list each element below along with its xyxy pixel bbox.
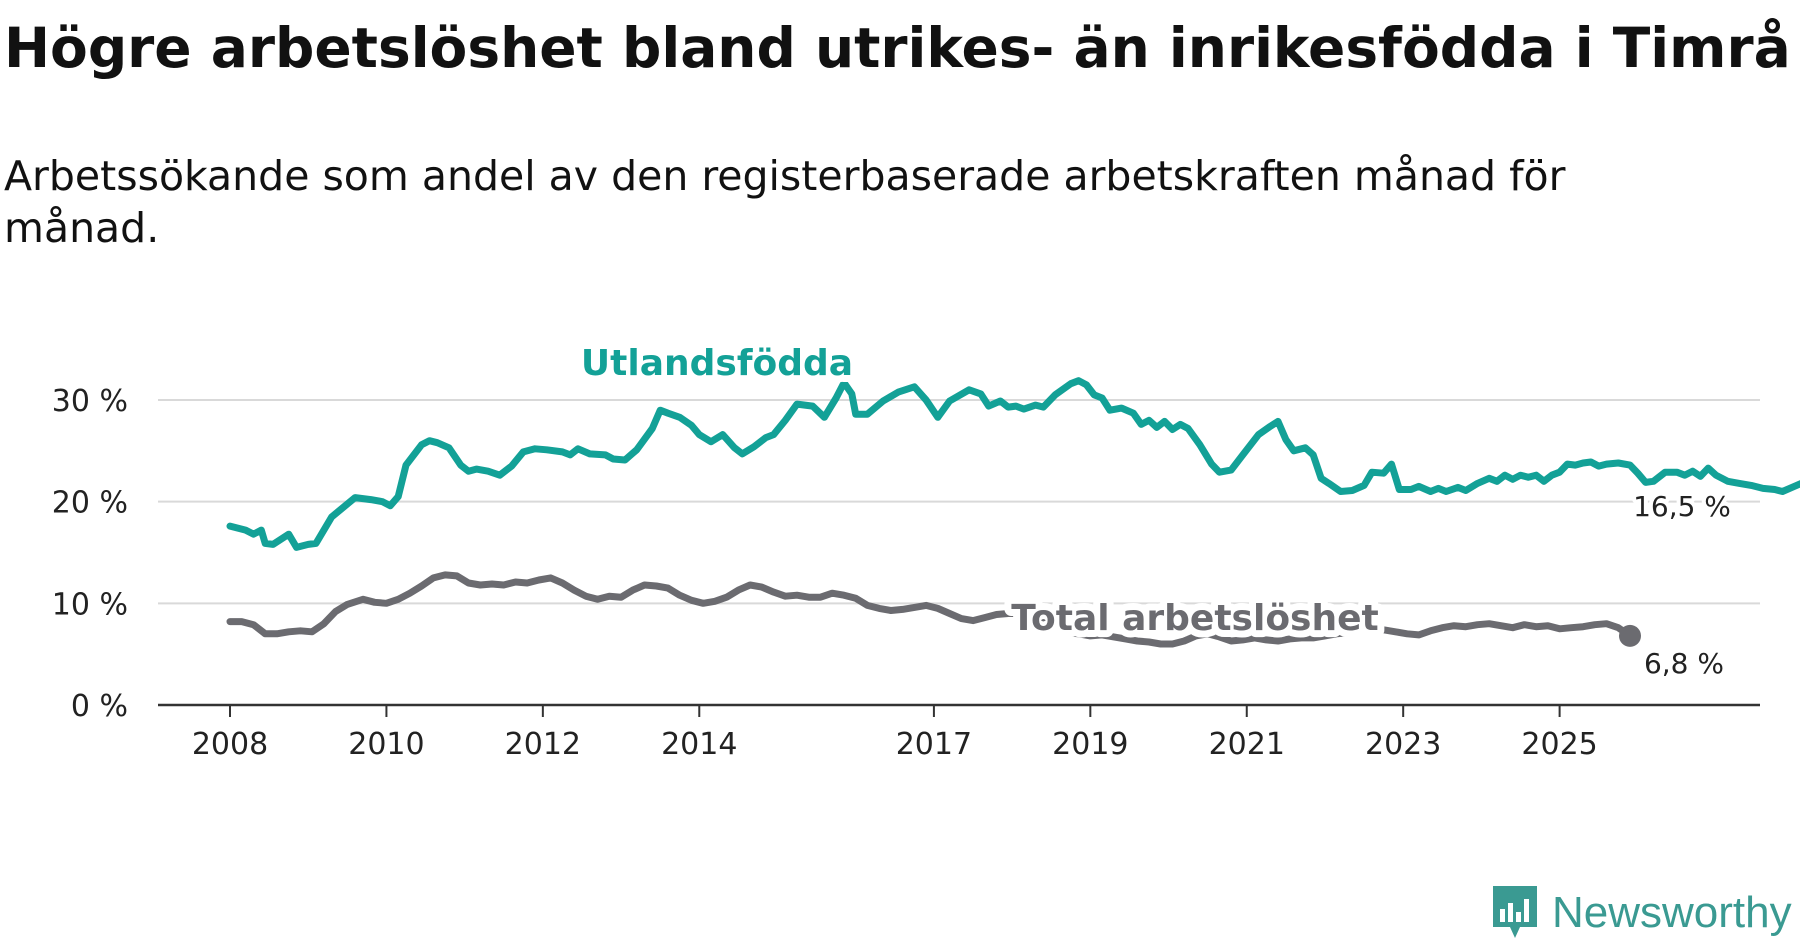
y-tick-label: 10 %	[52, 587, 128, 622]
end-value-total: 6,8 %	[1644, 647, 1724, 680]
series-label-total: Total arbetslöshet	[1011, 598, 1379, 639]
brand-name: Newsworthy	[1552, 888, 1792, 937]
end-point-total	[1619, 624, 1641, 647]
x-tick-label: 2023	[1365, 727, 1441, 762]
series-line-utlandsfodda	[226, 377, 1800, 551]
brand-logo: Newsworthy	[1490, 878, 1792, 948]
chart-title: Högre arbetslöshet bland utrikes- än inr…	[4, 16, 1791, 80]
y-tick-label: 0 %	[71, 689, 128, 724]
end-value-utlandsfodda: 16,5 %	[1633, 490, 1731, 523]
series-lines	[226, 377, 1800, 648]
x-tick-label: 2021	[1209, 727, 1285, 762]
x-tick-label: 2014	[661, 727, 737, 762]
series-line-total	[226, 571, 1634, 648]
x-tick-label: 2017	[896, 727, 972, 762]
x-tick-label: 2019	[1052, 727, 1128, 762]
series-label-utlandsfodda: Utlandsfödda	[581, 343, 853, 384]
x-tick-label: 2010	[348, 727, 424, 762]
line-chart: 0 % 10 % 20 % 30 % 2008 2010 2012 2014 2017 2019 2…	[51, 343, 1800, 762]
chart-subtitle: Arbetssökande som andel av den registerb…	[4, 152, 1566, 252]
y-tick-label: 30 %	[52, 384, 128, 419]
x-tick-label: 2025	[1521, 727, 1597, 762]
x-tick-label: 2012	[505, 727, 581, 762]
x-tick-label: 2008	[192, 727, 268, 762]
y-tick-label: 20 %	[52, 486, 128, 521]
newsworthy-logo-icon	[1493, 886, 1537, 938]
